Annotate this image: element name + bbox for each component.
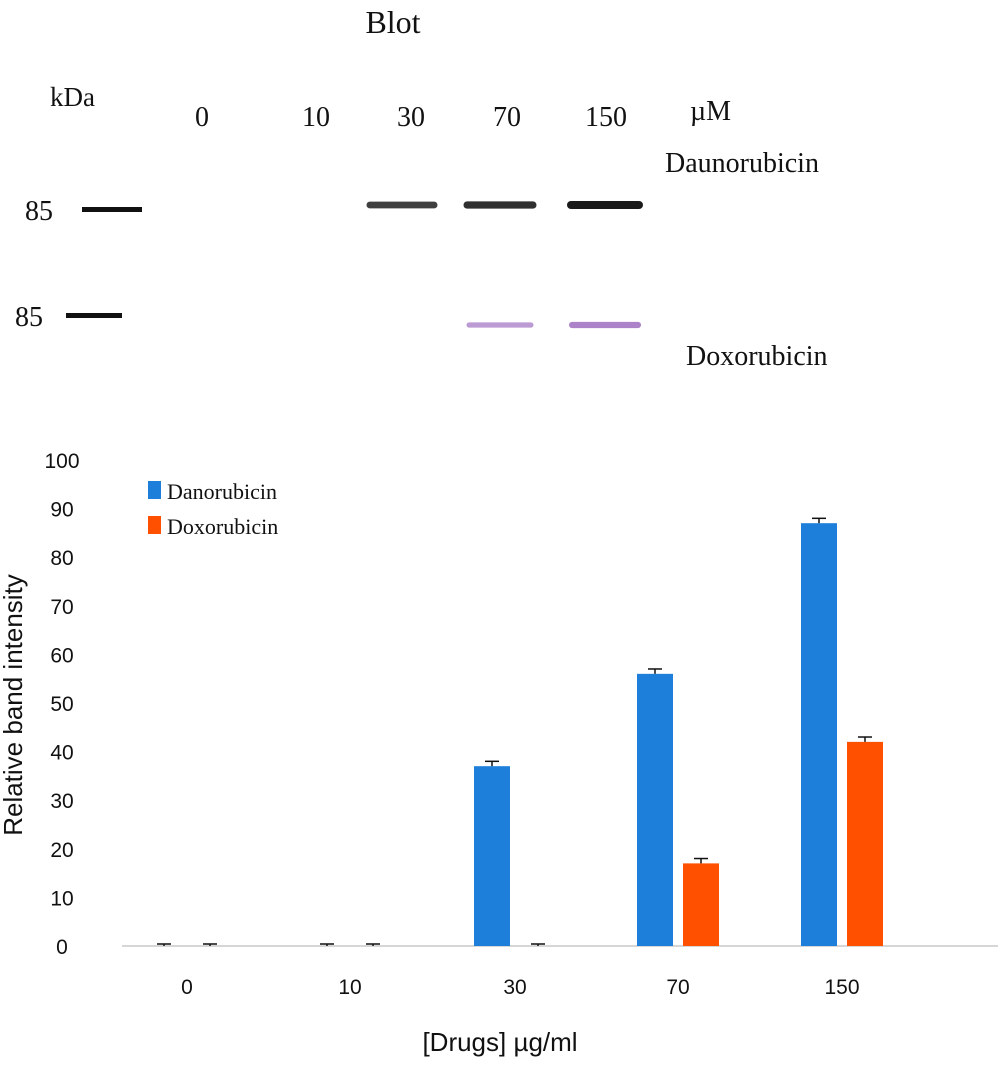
blot-band bbox=[466, 322, 534, 328]
lane-label-0: 0 bbox=[195, 102, 209, 133]
drug-label-daunorubicin: Daunorubicin bbox=[665, 148, 819, 179]
y-tick-label: 70 bbox=[50, 596, 73, 619]
blot-band bbox=[463, 201, 537, 209]
bars bbox=[157, 517, 883, 946]
drug-label-doxorubicin: Doxorubicin bbox=[686, 341, 828, 372]
y-tick-label: 60 bbox=[50, 644, 73, 667]
legend-label-danorubicin: Danorubicin bbox=[167, 479, 277, 504]
legend-swatch-danorubicin bbox=[148, 481, 161, 499]
blot-band bbox=[569, 321, 641, 329]
y-tick-label: 40 bbox=[50, 742, 73, 765]
marker-line-doxorubicin bbox=[66, 313, 122, 318]
blot-title: Blot bbox=[365, 4, 420, 40]
x-tick-label: 30 bbox=[503, 976, 526, 999]
x-tick-label: 70 bbox=[666, 976, 689, 999]
y-tick-label: 30 bbox=[50, 790, 73, 813]
y-axis-ticks: 0 10 20 30 40 50 60 70 80 90 100 bbox=[44, 450, 79, 959]
marker-line-daunorubicin bbox=[82, 207, 142, 212]
legend-swatch-doxorubicin bbox=[148, 516, 161, 534]
unit-label: µM bbox=[690, 96, 731, 127]
bar-chart: 0 10 20 30 40 50 60 70 80 90 100 0 10 30 70 150 Relati… bbox=[0, 450, 998, 1057]
x-axis-ticks: 0 10 30 70 150 bbox=[181, 976, 859, 999]
western-blot-panel: Blot kDa 0 10 30 70 150 µM 85 Daunorubic… bbox=[15, 4, 828, 372]
lane-label-30: 30 bbox=[397, 102, 425, 133]
legend-label-doxorubicin: Doxorubicin bbox=[167, 514, 278, 539]
y-tick-label: 100 bbox=[44, 450, 79, 473]
lane-label-10: 10 bbox=[302, 102, 330, 133]
lane-label-150: 150 bbox=[585, 102, 627, 133]
y-tick-label: 90 bbox=[50, 499, 73, 522]
marker-label-doxorubicin: 85 bbox=[15, 302, 43, 333]
blot-band bbox=[567, 201, 643, 209]
bar bbox=[847, 741, 883, 946]
bar bbox=[474, 766, 510, 946]
x-tick-label: 0 bbox=[181, 976, 193, 999]
y-tick-label: 10 bbox=[50, 887, 73, 910]
bar bbox=[683, 863, 719, 946]
y-tick-label: 80 bbox=[50, 547, 73, 570]
marker-label-daunorubicin: 85 bbox=[25, 196, 53, 227]
x-tick-label: 10 bbox=[338, 976, 361, 999]
blot-band bbox=[366, 201, 438, 209]
kda-label: kDa bbox=[50, 82, 95, 112]
bar bbox=[801, 523, 837, 946]
y-tick-label: 20 bbox=[50, 839, 73, 862]
y-tick-label: 50 bbox=[50, 693, 73, 716]
bar bbox=[637, 673, 673, 946]
legend: Danorubicin Doxorubicin bbox=[148, 479, 278, 539]
blot-bands bbox=[366, 201, 643, 329]
lane-label-70: 70 bbox=[493, 102, 521, 133]
y-tick-label: 0 bbox=[56, 936, 68, 959]
x-axis-label: [Drugs] µg/ml bbox=[422, 1027, 577, 1057]
y-axis-label: Relative band intensity bbox=[0, 574, 28, 836]
x-tick-label: 150 bbox=[824, 976, 859, 999]
